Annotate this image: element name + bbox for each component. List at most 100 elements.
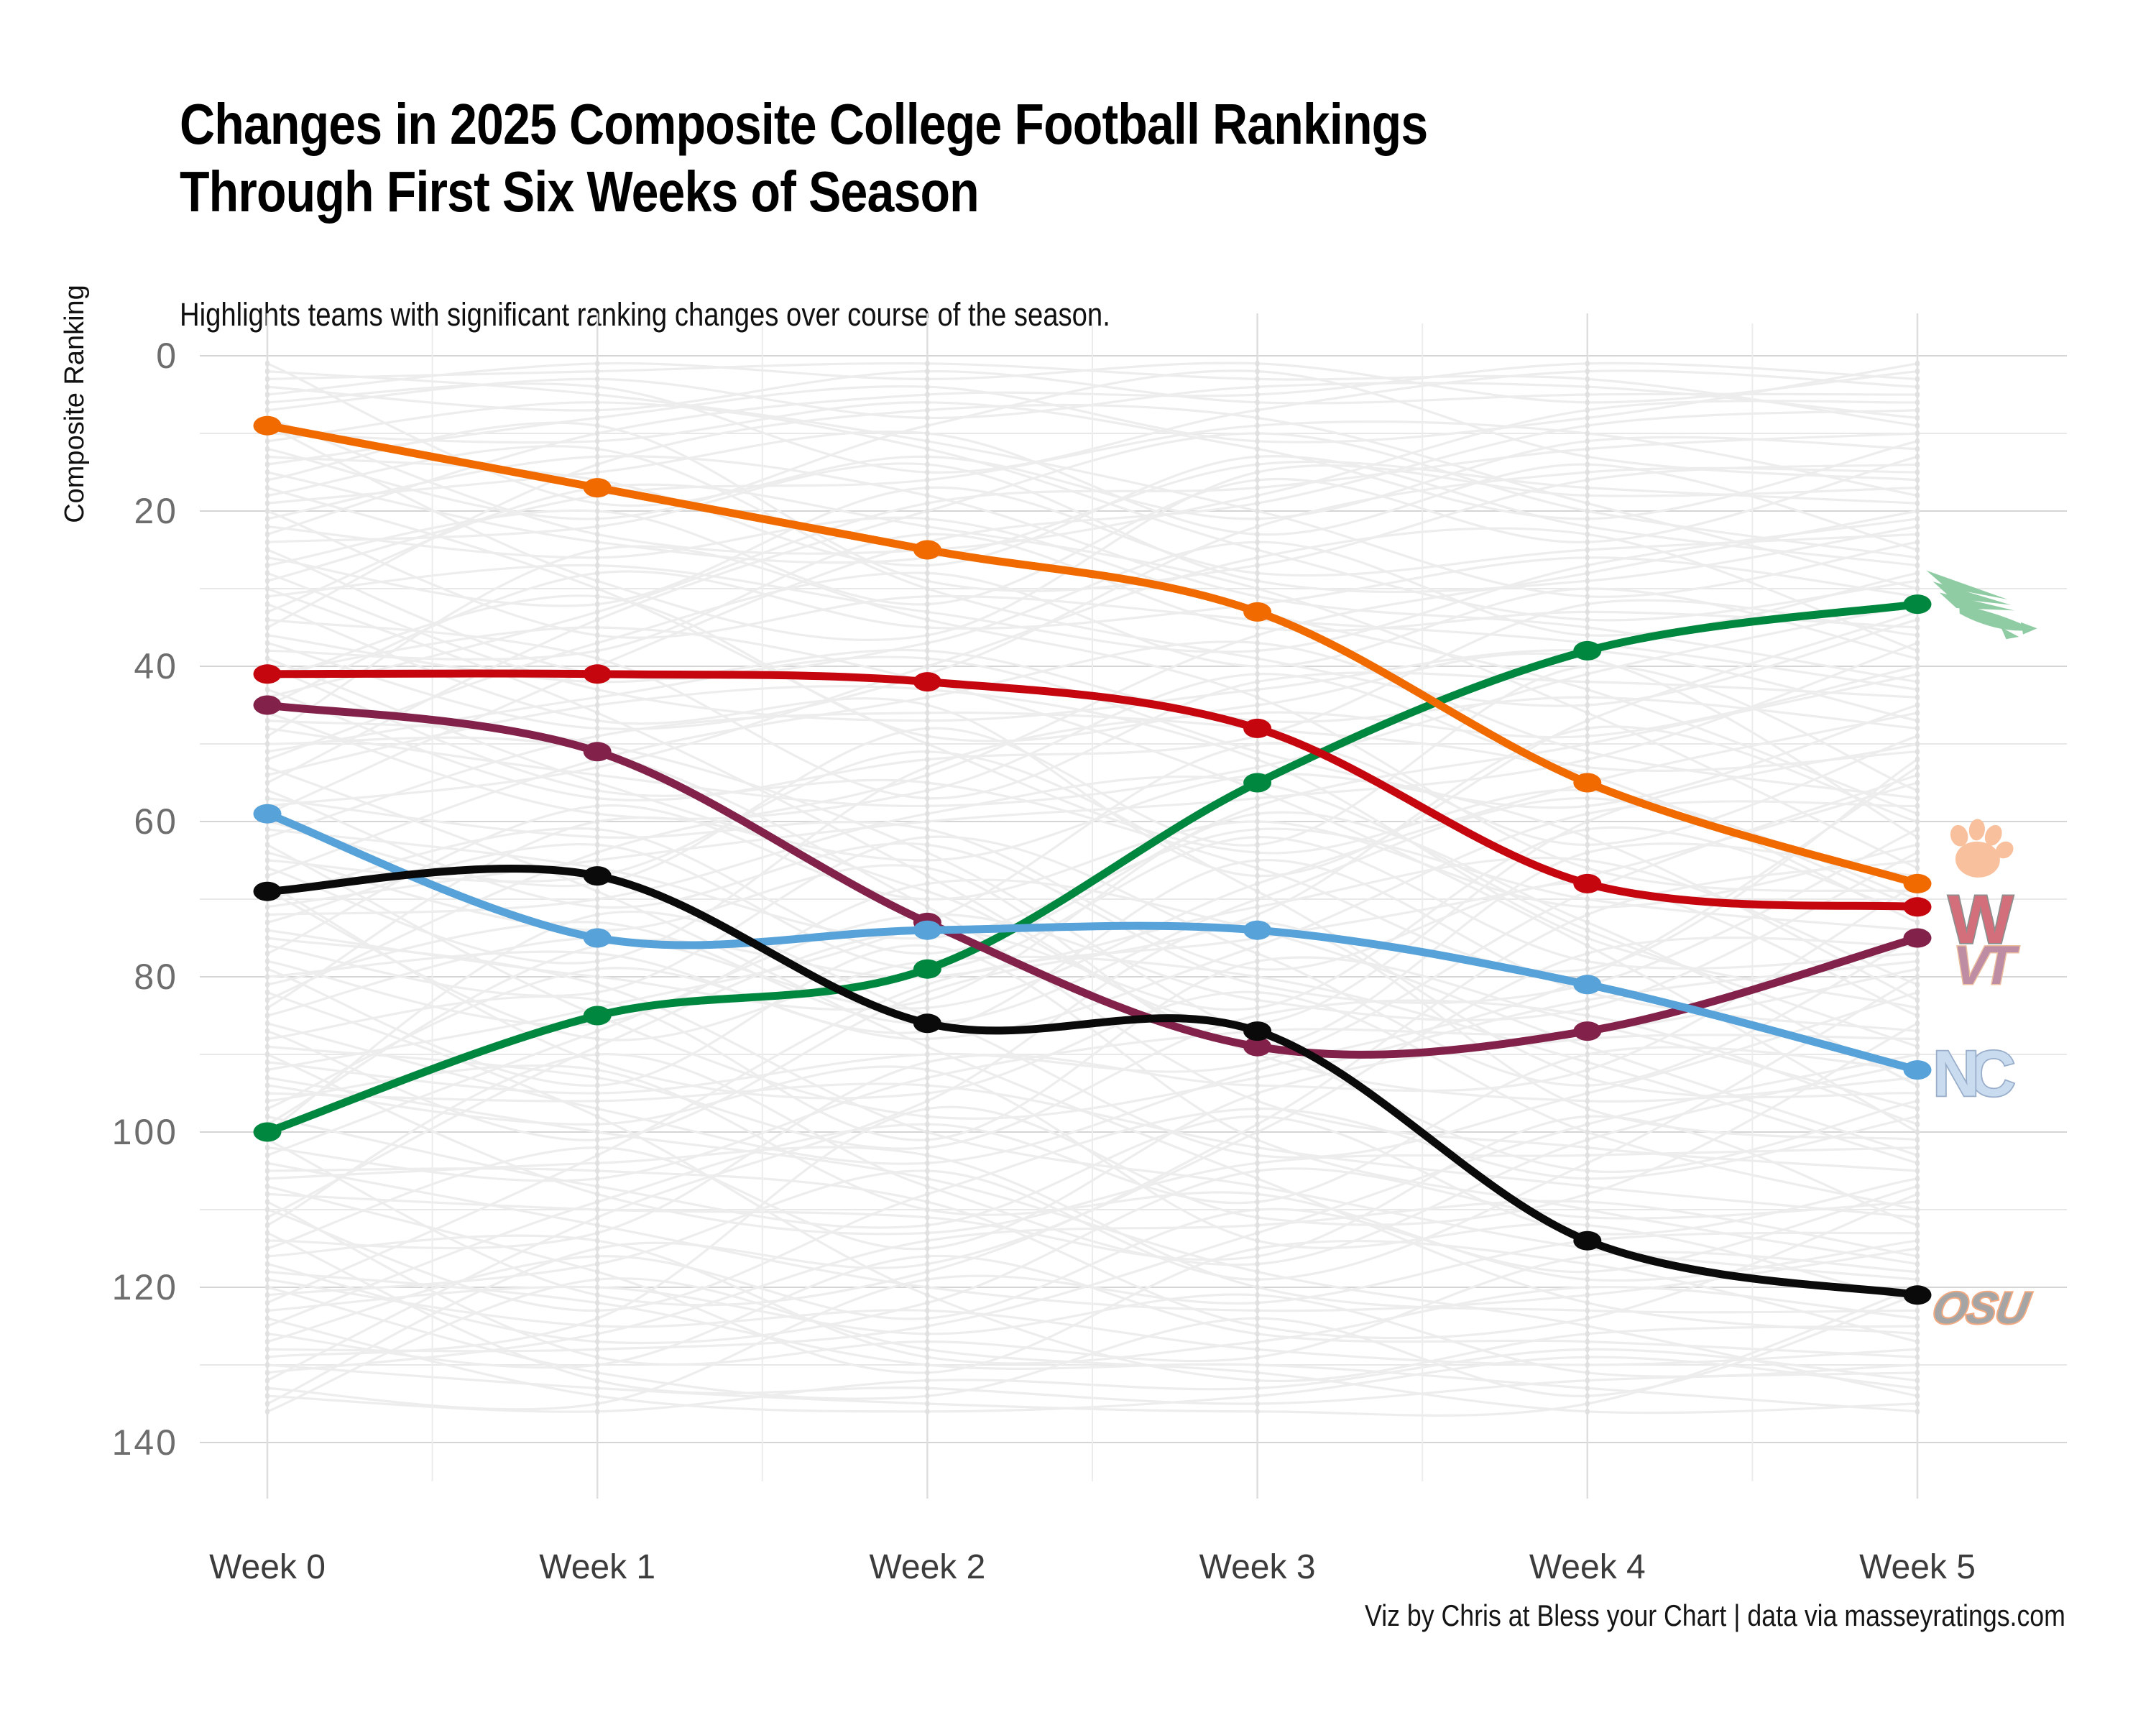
- background-team-dot: [595, 1276, 600, 1283]
- background-team-dot: [1255, 694, 1260, 701]
- background-team-dot: [1255, 1121, 1260, 1128]
- background-team-dot: [264, 531, 270, 538]
- background-team-dot: [1585, 1051, 1590, 1058]
- background-team-dot: [1585, 865, 1590, 872]
- background-team-dot: [1915, 1082, 1920, 1089]
- background-team-dot: [264, 391, 270, 398]
- background-team-dot: [925, 1253, 930, 1260]
- wisconsin-w-logo: W: [1947, 880, 2015, 960]
- background-team-dot: [1585, 438, 1590, 445]
- background-team-dot: [1255, 1392, 1260, 1399]
- background-team-dot: [1915, 686, 1920, 693]
- background-team-dot: [264, 1353, 270, 1361]
- background-team-dot: [1915, 454, 1920, 460]
- background-team-dot: [264, 1269, 270, 1275]
- background-team-dot: [1255, 446, 1260, 452]
- background-team-dot: [925, 507, 930, 515]
- background-team-dot: [595, 1191, 600, 1197]
- background-team-dot: [925, 942, 930, 949]
- background-team-dot: [264, 958, 270, 965]
- background-team-dot: [1915, 779, 1920, 786]
- background-team-dot: [925, 725, 930, 732]
- background-team-dot: [1585, 1322, 1590, 1330]
- background-team-dot: [1585, 1385, 1590, 1392]
- background-team-dot: [1255, 834, 1260, 840]
- background-team-dot: [1915, 500, 1920, 507]
- background-team-dot: [1915, 570, 1920, 576]
- background-team-dot: [1585, 1369, 1590, 1376]
- background-team-dot: [595, 407, 600, 413]
- background-team-dot: [1585, 934, 1590, 942]
- background-team-dot: [264, 1315, 270, 1322]
- background-team-dot: [1255, 981, 1260, 988]
- background-team-dot: [595, 958, 600, 965]
- background-team-dot: [925, 756, 930, 763]
- background-team-dot: [595, 1322, 600, 1330]
- background-team-dot: [1915, 632, 1920, 639]
- background-team-dot: [595, 1284, 600, 1291]
- background-team-line: [267, 1115, 1918, 1261]
- background-team-line: [267, 432, 1918, 699]
- background-team-dot: [925, 1113, 930, 1120]
- background-team-dot: [1915, 740, 1920, 748]
- background-team-dot: [595, 1198, 600, 1205]
- background-team-dot: [1255, 407, 1260, 413]
- background-team-dot: [1255, 795, 1260, 801]
- background-team-dot: [595, 399, 600, 406]
- background-team-dot: [595, 1338, 600, 1345]
- background-team-dot: [1255, 880, 1260, 887]
- background-team-dot: [264, 1369, 270, 1376]
- background-team-line: [267, 1107, 1918, 1312]
- background-team-dot: [1585, 1276, 1590, 1283]
- series-marker-wisconsin: [1903, 897, 1932, 917]
- background-team-dot: [1255, 1198, 1260, 1205]
- background-team-dot: [264, 1261, 270, 1267]
- background-team-dot: [595, 415, 600, 421]
- background-team-dot: [1915, 958, 1920, 965]
- background-team-dot: [1915, 1400, 1920, 1407]
- background-team-dot: [1915, 383, 1920, 390]
- background-team-dot: [595, 787, 600, 794]
- background-team-dot: [1915, 694, 1920, 701]
- background-team-dot: [1915, 965, 1920, 972]
- background-team-dot: [925, 1353, 930, 1361]
- background-team-dot: [1255, 1353, 1260, 1361]
- background-team-dot: [1585, 1183, 1590, 1190]
- background-team-dot: [1255, 810, 1260, 817]
- background-team-dot: [1915, 842, 1920, 848]
- background-team-dot: [1915, 849, 1920, 856]
- background-team-dot: [595, 1128, 600, 1136]
- background-team-dot: [925, 1159, 930, 1167]
- background-team-dot: [1585, 810, 1590, 817]
- background-team-dot: [1915, 477, 1920, 484]
- background-team-dot: [595, 546, 600, 553]
- background-team-dot: [925, 1121, 930, 1128]
- background-team-dot: [264, 477, 270, 484]
- background-team-line: [267, 1278, 1918, 1366]
- background-team-dot: [1255, 1191, 1260, 1197]
- background-team-dot: [1585, 942, 1590, 949]
- background-team-dot: [595, 1300, 600, 1306]
- background-team-dot: [1255, 989, 1260, 995]
- background-team-dot: [595, 1315, 600, 1322]
- background-team-dot: [595, 1028, 600, 1034]
- background-team-dot: [264, 492, 270, 499]
- background-team-dot: [1255, 454, 1260, 460]
- background-team-dot: [264, 577, 270, 584]
- background-team-dot: [1915, 415, 1920, 421]
- background-team-dot: [595, 694, 600, 701]
- background-team-dot: [595, 616, 600, 623]
- background-team-dot: [595, 842, 600, 848]
- background-team-dot: [1585, 732, 1590, 740]
- background-team-dot: [595, 911, 600, 918]
- background-team-dot: [1915, 1222, 1920, 1228]
- background-team-dot: [925, 888, 930, 895]
- background-team-dot: [264, 360, 270, 367]
- background-team-line: [267, 603, 1918, 808]
- background-team-dot: [925, 873, 930, 879]
- background-team-dot: [1915, 919, 1920, 926]
- background-team-dot: [595, 1175, 600, 1182]
- background-team-dot: [925, 1144, 930, 1151]
